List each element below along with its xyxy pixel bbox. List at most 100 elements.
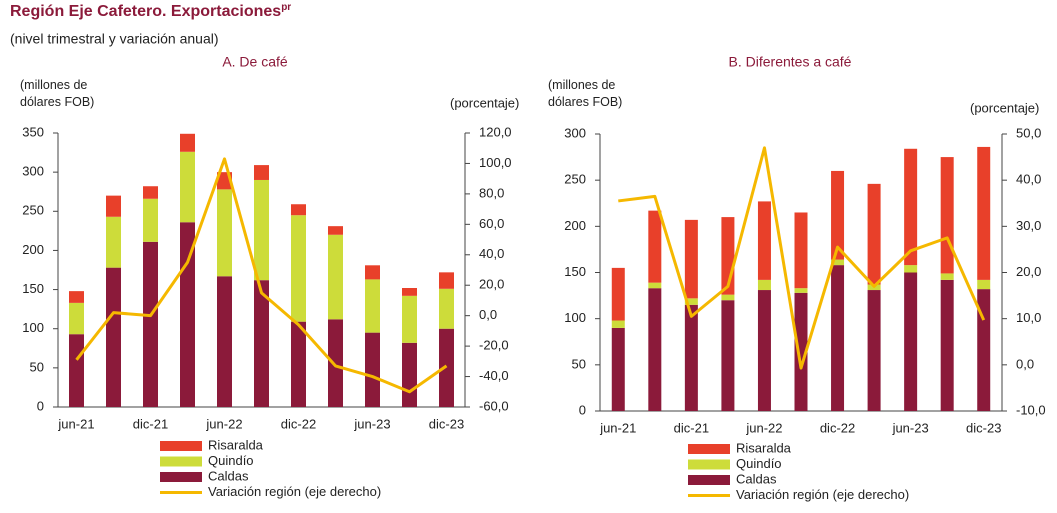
bar <box>867 290 881 411</box>
bar <box>439 272 454 289</box>
y2-tick-label: -20,0 <box>479 338 509 353</box>
bar <box>940 157 954 274</box>
legend-swatch <box>160 472 202 482</box>
x-tick-label: jun-21 <box>57 416 94 431</box>
bar <box>106 195 121 217</box>
x-tick-label: dic-22 <box>281 416 316 431</box>
bar <box>180 133 195 152</box>
y-axis-label: (millones de dólares FOB) <box>548 78 623 109</box>
bar <box>831 259 845 266</box>
y-tick-label: 300 <box>564 125 586 140</box>
bar <box>977 279 991 290</box>
y-tick-label: 0 <box>37 398 44 413</box>
y2-tick-label: -40,0 <box>479 368 509 383</box>
bar <box>254 280 269 407</box>
legend-swatch <box>688 459 730 470</box>
title-sup: pr <box>281 2 291 13</box>
y2-tick-label: 100,0 <box>479 155 512 170</box>
bar <box>684 298 698 305</box>
y2-tick-label: 50,0 <box>1016 125 1041 140</box>
bar <box>365 332 380 407</box>
bar <box>106 216 121 268</box>
y-axis-label-box: (millones de dólares FOB) <box>548 78 623 109</box>
bar <box>402 295 417 343</box>
y2-tick-label: 20,0 <box>1016 264 1041 279</box>
line <box>618 146 986 370</box>
bar <box>365 279 380 333</box>
y2-tick-label: -60,0 <box>479 398 509 413</box>
legend-label: Caldas <box>208 468 249 483</box>
bar <box>291 321 306 407</box>
bar <box>721 294 735 301</box>
page-title: Región Eje Cafetero. Exportacionespr <box>10 2 291 21</box>
line <box>75 157 448 394</box>
bar <box>254 165 269 180</box>
x-tick-label: dic-21 <box>133 416 168 431</box>
bar <box>106 267 121 407</box>
x-tick-label: jun-21 <box>599 420 636 435</box>
y-tick-label: 150 <box>564 264 586 279</box>
bar <box>977 289 991 411</box>
bar <box>328 226 343 235</box>
legend-swatch <box>160 441 202 451</box>
bar <box>648 282 662 289</box>
y-tick-label: 50 <box>572 356 586 371</box>
y-tick-label: 100 <box>564 310 586 325</box>
legend-swatch <box>688 475 730 485</box>
y2-tick-label: 20,0 <box>479 277 504 292</box>
legend-swatch <box>160 456 202 467</box>
y2-tick-label: 120,0 <box>479 124 512 139</box>
legend-label: Variación región (eje derecho) <box>208 484 381 499</box>
bar <box>291 215 306 322</box>
bar <box>180 151 195 223</box>
title-text: Región Eje Cafetero. Exportaciones <box>10 3 281 20</box>
y2-tick-label: 60,0 <box>479 216 504 231</box>
bar <box>69 291 84 303</box>
legend-label: Risaralda <box>736 440 792 455</box>
bar <box>794 288 808 293</box>
y2-tick-label: 0,0 <box>479 307 497 322</box>
bar <box>365 265 380 280</box>
y2-tick-label: 30,0 <box>1016 218 1041 233</box>
bar <box>794 292 808 411</box>
bar <box>143 241 158 407</box>
bar <box>904 272 918 411</box>
x-tick-label: jun-23 <box>353 416 390 431</box>
legend-swatch <box>688 444 730 454</box>
x-tick-label: jun-23 <box>892 420 929 435</box>
y-tick-label: 0 <box>579 402 586 417</box>
bar <box>402 342 417 407</box>
bar <box>831 170 845 260</box>
y-tick-label: 100 <box>22 320 44 335</box>
y2-tick-label: -10,0 <box>1016 402 1046 417</box>
bar <box>217 189 232 277</box>
bar <box>648 210 662 283</box>
bar <box>143 198 158 242</box>
bar <box>684 304 698 411</box>
x-tick-label: dic-21 <box>674 420 709 435</box>
y-tick-label: 250 <box>564 172 586 187</box>
bar <box>867 183 881 285</box>
bar <box>439 328 454 407</box>
bar <box>757 201 771 280</box>
y2-tick-label: 40,0 <box>1016 172 1041 187</box>
bar <box>328 234 343 320</box>
bar <box>831 265 845 411</box>
y-axis-label-box: (millones de dólares FOB) <box>20 78 95 109</box>
chart-title: A. De café <box>222 54 288 70</box>
bar <box>217 276 232 407</box>
y-tick-label: 200 <box>564 218 586 233</box>
y-tick-label: 250 <box>22 203 44 218</box>
x-tick-label: jun-22 <box>205 416 242 431</box>
bar <box>611 267 625 321</box>
x-tick-label: dic-23 <box>429 416 464 431</box>
bar <box>684 219 698 299</box>
bar <box>940 273 954 280</box>
bar <box>940 279 954 411</box>
bar <box>402 288 417 296</box>
y-axis-label: (millones de dólares FOB) <box>20 78 95 109</box>
bar <box>291 204 306 216</box>
bar <box>611 327 625 411</box>
y2-tick-label: 80,0 <box>479 185 504 200</box>
y2-tick-label: 40,0 <box>479 246 504 261</box>
